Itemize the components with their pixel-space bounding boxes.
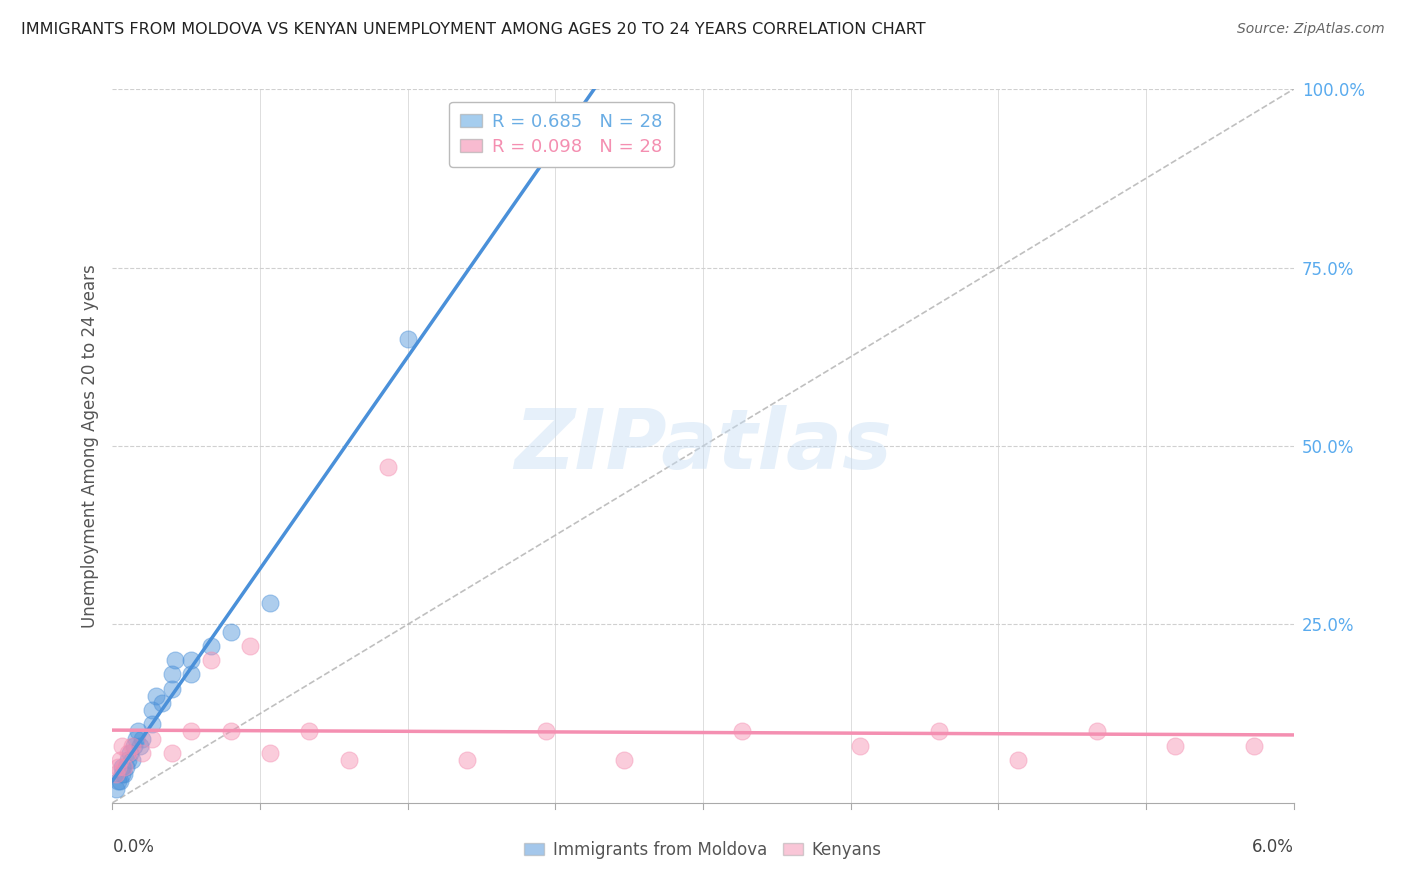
Point [117,753,139,767]
Point [125,731,148,746]
Point [141,731,163,746]
Point [150,696,173,710]
Point [1164,739,1187,753]
Point [219,724,242,739]
Point [121,739,143,753]
Point [219,624,242,639]
Point [731,724,754,739]
Point [115,760,138,774]
Point [259,596,281,610]
Y-axis label: Unemployment Among Ages 20 to 24 years: Unemployment Among Ages 20 to 24 years [80,264,98,628]
Point [121,753,143,767]
Text: 6.0%: 6.0% [1251,838,1294,856]
Legend: Immigrants from Moldova, Kenyans: Immigrants from Moldova, Kenyans [517,835,889,866]
Point [105,781,128,796]
Point [105,767,128,781]
Point [131,731,153,746]
Point [127,724,149,739]
Point [337,753,360,767]
Point [377,460,399,475]
Point [145,689,167,703]
Point [456,753,478,767]
Point [111,767,134,781]
Point [107,774,129,789]
Point [1243,739,1265,753]
Point [131,746,153,760]
Point [259,746,281,760]
Point [200,653,222,667]
Point [160,681,183,696]
Point [200,639,222,653]
Point [239,639,262,653]
Point [849,739,872,753]
Point [141,717,163,731]
Point [110,774,132,789]
Point [928,724,950,739]
Point [111,760,134,774]
Point [117,746,139,760]
Text: IMMIGRANTS FROM MOLDOVA VS KENYAN UNEMPLOYMENT AMONG AGES 20 TO 24 YEARS CORRELA: IMMIGRANTS FROM MOLDOVA VS KENYAN UNEMPL… [21,22,925,37]
Point [160,667,183,681]
Text: Source: ZipAtlas.com: Source: ZipAtlas.com [1237,22,1385,37]
Point [1007,753,1029,767]
Point [298,724,321,739]
Point [160,746,183,760]
Point [180,724,202,739]
Point [1085,724,1108,739]
Text: 0.0%: 0.0% [112,838,155,856]
Point [112,760,135,774]
Point [534,724,557,739]
Point [111,739,134,753]
Point [141,703,163,717]
Point [165,653,187,667]
Point [180,653,202,667]
Text: ZIPatlas: ZIPatlas [515,406,891,486]
Point [107,760,129,774]
Point [129,739,152,753]
Point [396,332,419,346]
Point [613,753,636,767]
Point [122,739,145,753]
Point [112,767,135,781]
Point [120,746,142,760]
Point [180,667,202,681]
Point [110,753,132,767]
